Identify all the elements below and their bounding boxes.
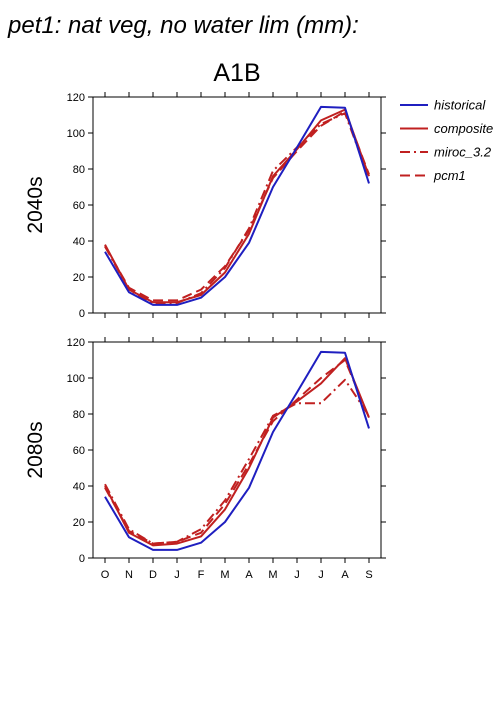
y-tick-label: 60	[73, 445, 85, 457]
y-tick-label: 20	[73, 272, 85, 284]
x-tick-label: M	[268, 569, 277, 581]
legend-label: miroc_3.2	[434, 145, 492, 160]
legend: historical composite miroc_3.2 pcm1	[400, 98, 493, 183]
y-tick-label: 120	[67, 92, 85, 104]
y-tick-label: 80	[73, 409, 85, 421]
panel-label: 2040s	[24, 176, 47, 233]
y-tick-label: 120	[67, 337, 85, 349]
y-tick-label: 80	[73, 164, 85, 176]
series-line-pcm1	[104, 110, 370, 302]
plot-frame	[92, 341, 382, 559]
series-line-historical	[104, 350, 370, 551]
legend-label: composite	[434, 121, 493, 136]
x-tick-label: D	[149, 569, 157, 581]
legend-label: pcm1	[433, 168, 466, 183]
y-tick-label: 40	[73, 481, 85, 493]
scenario-title: A1B	[213, 59, 260, 87]
x-tick-label: A	[245, 569, 253, 581]
x-tick-label: S	[365, 569, 372, 581]
panel-2080s: 2080s 0 20 40 60 80 100 120 O N D J F M A M J J A S	[24, 337, 386, 581]
y-tick-label: 0	[79, 553, 85, 565]
series-line-historical	[104, 105, 370, 306]
y-tick-label: 100	[67, 128, 85, 140]
series-line-composite	[104, 357, 370, 547]
chart-panels: 2040s 0 20 40 60 80 100 120 2080s 0 20 40 60 80 100 120…	[24, 92, 386, 581]
x-tick-label: O	[101, 569, 110, 581]
y-tick-label: 20	[73, 517, 85, 529]
plot-frame	[92, 96, 382, 314]
panel-2040s: 2040s 0 20 40 60 80 100 120	[24, 92, 386, 320]
x-tick-label: J	[318, 569, 324, 581]
series-line-miroc-3-2	[104, 378, 370, 545]
y-tick-label: 60	[73, 200, 85, 212]
figure-title: pet1: nat veg, no water lim (mm):	[7, 12, 359, 39]
panel-label: 2080s	[24, 421, 47, 478]
x-tick-label: J	[174, 569, 180, 581]
series-line-composite	[104, 108, 370, 304]
x-tick-label: J	[294, 569, 300, 581]
x-tick-label: M	[220, 569, 229, 581]
x-tick-label: N	[125, 569, 133, 581]
y-tick-label: 40	[73, 236, 85, 248]
series-line-pcm1	[104, 359, 370, 545]
y-tick-label: 100	[67, 373, 85, 385]
legend-label: historical	[434, 98, 486, 113]
y-tick-label: 0	[79, 308, 85, 320]
series-line-miroc-3-2	[104, 112, 370, 305]
x-tick-label: F	[198, 569, 205, 581]
x-tick-label: A	[341, 569, 349, 581]
